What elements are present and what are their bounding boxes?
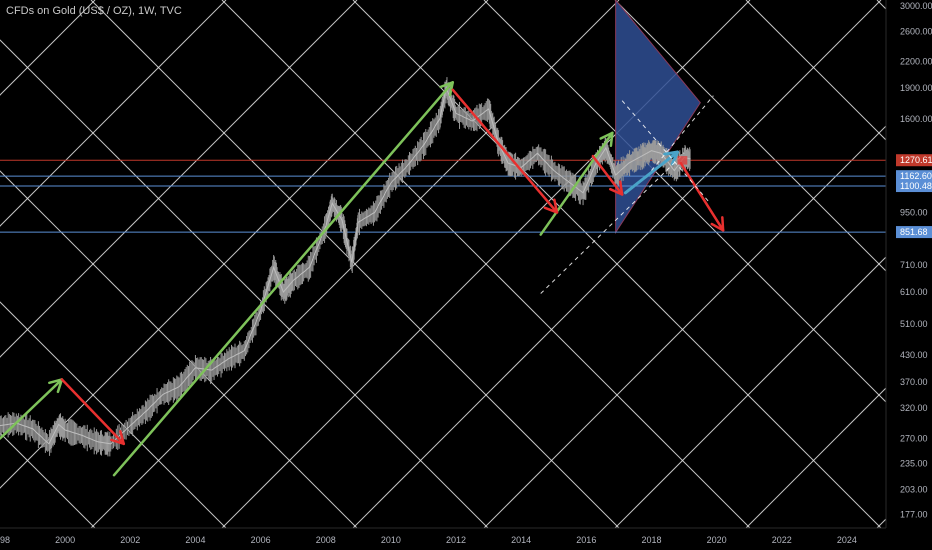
grid-line-down xyxy=(0,170,358,528)
red-arrow-head xyxy=(110,430,126,446)
price-badge xyxy=(896,226,932,239)
price-tick-label: 203.00 xyxy=(900,485,928,495)
grid-line-down xyxy=(0,301,227,528)
time-tick-label: 2024 xyxy=(837,535,857,545)
cyan-arrow xyxy=(623,150,680,195)
price-axis-bg xyxy=(886,0,932,550)
price-tick-label: 270.00 xyxy=(900,433,928,443)
time-tick-label: 2022 xyxy=(772,535,792,545)
time-tick-label: 2014 xyxy=(511,535,531,545)
time-tick-label: 2018 xyxy=(641,535,661,545)
price-badge-label: 851.68 xyxy=(900,227,928,237)
price-tick-label: 320.00 xyxy=(900,403,928,413)
marker-box xyxy=(677,156,688,165)
grid-line-down xyxy=(90,0,620,528)
dashed-projection-line xyxy=(540,153,685,294)
price-tick-label: 1600.00 xyxy=(900,114,932,124)
red-arrow xyxy=(60,378,126,446)
gann-grid xyxy=(0,0,886,528)
cyan-arrow-head xyxy=(663,150,680,166)
red-arrow-head xyxy=(609,180,624,196)
price-tick-label: 430.00 xyxy=(900,350,928,360)
red-arrow-head xyxy=(543,198,559,214)
grid-line-down xyxy=(0,432,96,528)
time-tick-label: 2006 xyxy=(251,535,271,545)
time-tick-label: 1998 xyxy=(0,535,10,545)
horizontal-levels xyxy=(0,159,886,233)
green-arrow-head xyxy=(599,131,614,147)
red-arrow xyxy=(451,88,559,214)
grid-line-down xyxy=(221,0,751,528)
price-badge-label: 1162.60 xyxy=(900,171,932,181)
price-line xyxy=(0,86,691,445)
time-tick-label: 2000 xyxy=(55,535,75,545)
green-arrow xyxy=(0,378,64,440)
time-tick-label: 2004 xyxy=(185,535,205,545)
grid-line-down xyxy=(0,39,489,528)
price-tick-label: 2600.00 xyxy=(900,27,932,37)
green-arrow xyxy=(539,131,614,236)
price-tick-label: 177.00 xyxy=(900,509,928,519)
red-arrow xyxy=(679,161,725,232)
dashed-projection-line xyxy=(621,100,711,204)
price-badge xyxy=(896,180,932,193)
time-tick-label: 2010 xyxy=(381,535,401,545)
price-axis: 3000.00 2600.00 2200.00 1900.00 1600.00 950.0… xyxy=(885,0,932,550)
time-tick-label: 2012 xyxy=(446,535,466,545)
grid-line-down xyxy=(614,0,886,272)
price-tick-label: 510.00 xyxy=(900,319,928,329)
price-tick-label: 610.00 xyxy=(900,287,928,297)
red-arrow-head xyxy=(710,216,725,232)
green-arrow xyxy=(112,81,455,477)
grid-line-up xyxy=(745,387,886,528)
price-series-layer xyxy=(0,77,691,457)
time-axis-bg xyxy=(0,528,932,550)
price-tick-label: 235.00 xyxy=(900,458,928,468)
price-badge-label: 1270.61 xyxy=(900,155,932,165)
price-badge xyxy=(896,170,932,183)
price-tick-label: 710.00 xyxy=(900,260,928,270)
price-badge xyxy=(896,154,932,167)
chart-title: CFDs on Gold (US$ / OZ), 1W, TVC xyxy=(6,5,182,17)
time-tick-label: 2008 xyxy=(316,535,336,545)
price-tick-label: 370.00 xyxy=(900,377,928,387)
dashed-projection-line xyxy=(651,95,714,171)
time-tick-label: 2016 xyxy=(576,535,596,545)
red-arrow xyxy=(591,154,624,196)
price-tick-label: 2200.00 xyxy=(900,57,932,67)
time-tick-label: 2002 xyxy=(120,535,140,545)
grid-line-up xyxy=(0,0,96,96)
green-arrow-head xyxy=(439,81,455,97)
grid-line-down xyxy=(745,0,886,141)
price-badge-label: 1100.48 xyxy=(900,181,932,191)
grid-line-down xyxy=(483,0,886,403)
time-tick-label: 2020 xyxy=(707,535,727,545)
price-tick-label: 950.00 xyxy=(900,207,928,217)
price-tick-label: 3000.00 xyxy=(900,1,932,11)
grid-line-up xyxy=(0,0,227,227)
annotation-layer xyxy=(0,81,725,477)
time-axis: 1998 2000 2002 2004 2006 2008 2010 2012 2014 2016… xyxy=(0,527,932,550)
price-tick-label: 1900.00 xyxy=(900,83,932,93)
